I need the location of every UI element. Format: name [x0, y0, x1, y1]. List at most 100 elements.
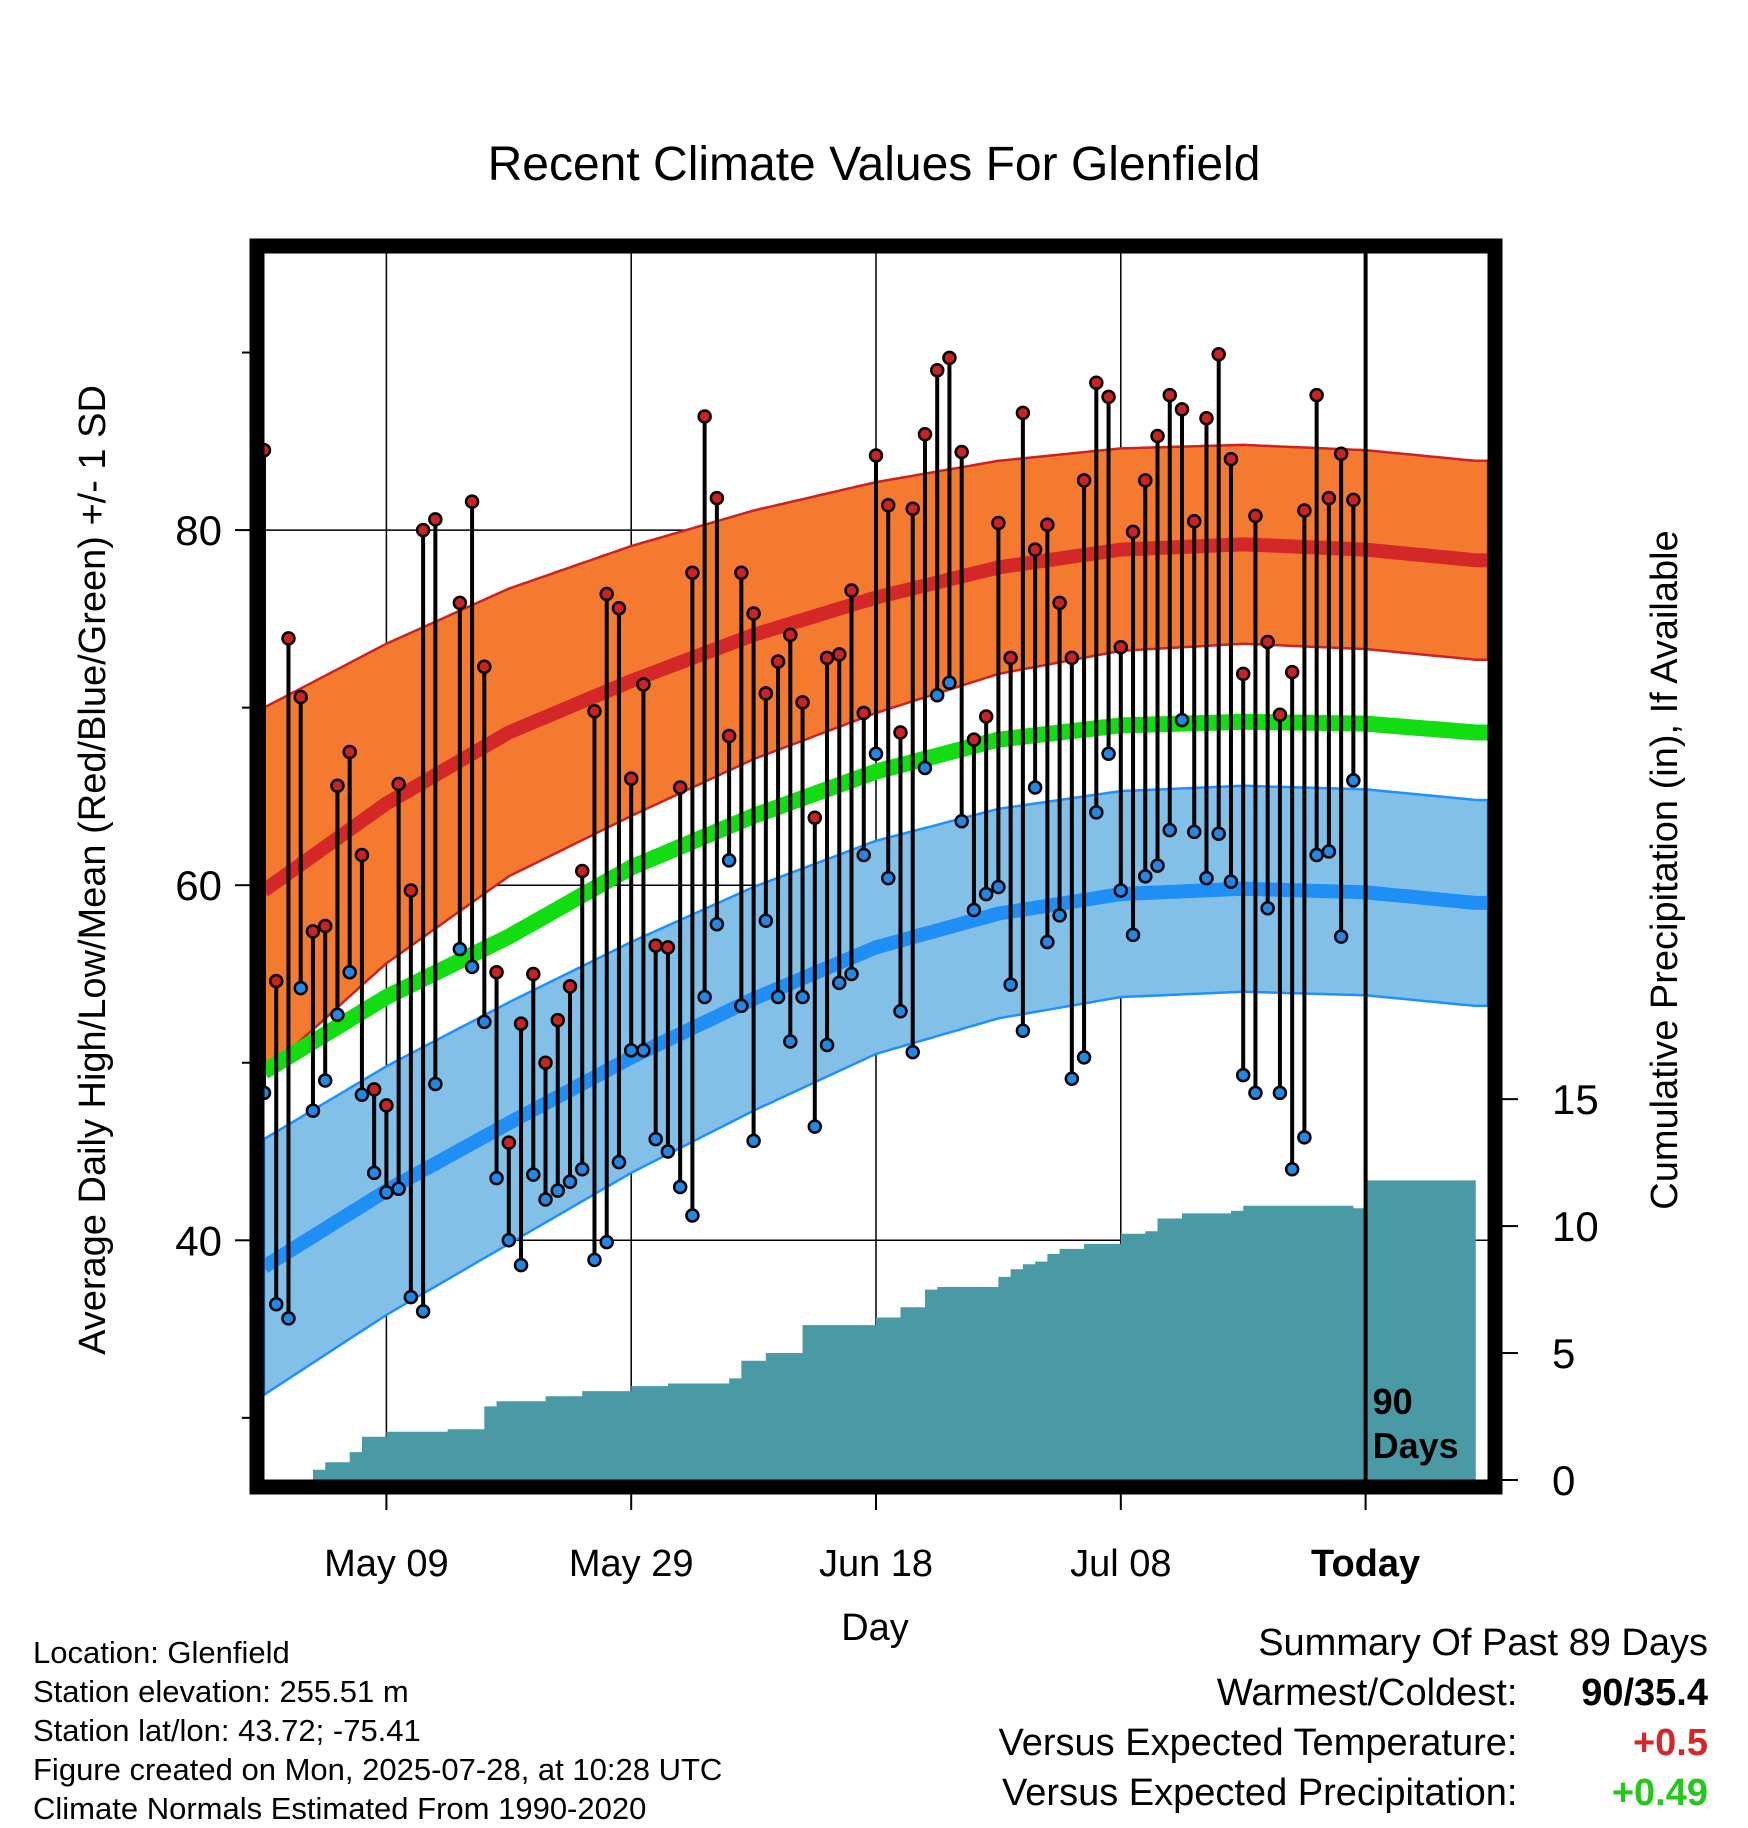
high-point [354, 847, 370, 863]
low-point [697, 989, 712, 1005]
high-point [1138, 473, 1153, 488]
low-point [917, 760, 933, 776]
low-point [1211, 826, 1226, 841]
low-point [1003, 977, 1018, 992]
high-point [1186, 513, 1202, 529]
high-point [880, 497, 896, 513]
high-point [832, 647, 847, 662]
low-point [477, 1014, 492, 1030]
high-point [636, 677, 651, 692]
low-point [391, 1181, 406, 1197]
high-point [1211, 347, 1226, 362]
high-point [1297, 503, 1312, 518]
plot-frame [249, 238, 1503, 1495]
high-point [1174, 402, 1190, 417]
high-point [1003, 650, 1018, 666]
high-point [746, 606, 761, 621]
low-point [342, 964, 357, 980]
low-point [1015, 1023, 1031, 1039]
low-point [1089, 805, 1104, 820]
low-point [856, 847, 872, 863]
high-point [1113, 640, 1129, 655]
low-point [611, 1154, 627, 1170]
high-point [807, 810, 823, 825]
high-point [415, 522, 431, 538]
high-point [391, 776, 406, 792]
high-point [264, 442, 272, 458]
low-point [1076, 1050, 1092, 1065]
high-point [379, 1098, 394, 1113]
low-point [305, 1103, 321, 1118]
low-point [1040, 934, 1055, 950]
low-point [1052, 908, 1067, 923]
high-point [991, 515, 1006, 531]
x-tick-label: Today [1311, 1543, 1420, 1585]
high-point [734, 565, 749, 580]
high-point [599, 586, 614, 602]
right-tick-label: 0 [1552, 1457, 1575, 1504]
high-point [844, 583, 859, 598]
low-point [880, 870, 896, 886]
high-point [1235, 666, 1251, 682]
high-point [550, 1012, 566, 1028]
high-point [1321, 490, 1337, 506]
low-point [1162, 822, 1178, 838]
high-point [1052, 595, 1067, 611]
low-point [672, 1179, 688, 1195]
low-point [599, 1234, 614, 1250]
x-axis-label: Day [841, 1607, 909, 1649]
low-point [1223, 874, 1239, 889]
high-point [978, 709, 994, 724]
low-point [1027, 780, 1043, 795]
high-point [574, 863, 590, 879]
high-point [868, 448, 884, 463]
low-point [354, 1087, 370, 1102]
low-point [538, 1192, 553, 1207]
low-point [268, 1296, 284, 1312]
x-tick-label: Jul 08 [1070, 1543, 1171, 1585]
low-point [1248, 1085, 1263, 1101]
low-point [1174, 712, 1190, 728]
low-point [709, 917, 725, 932]
low-point [366, 1165, 382, 1181]
low-point [574, 1162, 590, 1177]
high-point [966, 732, 982, 747]
low-point [795, 989, 810, 1005]
x-tick-label: May 29 [569, 1543, 694, 1585]
high-point [1223, 451, 1239, 467]
high-point [672, 780, 688, 795]
precipitation-area [264, 1180, 1476, 1480]
high-point [1333, 446, 1349, 461]
high-point [526, 966, 541, 982]
high-point [342, 744, 357, 760]
low-point [832, 975, 847, 991]
low-point [734, 998, 749, 1014]
high-point [685, 565, 700, 580]
low-point [379, 1185, 394, 1200]
low-point [562, 1174, 578, 1189]
low-point [1297, 1130, 1312, 1145]
low-point [636, 1043, 651, 1058]
low-point [1186, 824, 1202, 840]
low-point [550, 1183, 566, 1198]
summary-precipitation: Versus Expected Precipitation: +0.49 [908, 1768, 1708, 1818]
summary-heading: Summary Of Past 89 Days [1258, 1622, 1708, 1664]
high-point [1162, 387, 1178, 403]
high-point [1309, 387, 1324, 403]
low-point [758, 913, 774, 928]
low-point [905, 1044, 920, 1060]
temp-anomaly-label: Versus Expected Temperature: [998, 1722, 1518, 1764]
location-text: Location: Glenfield [33, 1635, 290, 1670]
left-tick-label: 80 [175, 507, 222, 554]
high-point [1101, 389, 1116, 405]
mean-normal-line [264, 713, 1488, 1079]
high-point [1272, 707, 1288, 722]
created-text: Figure created on Mon, 2025-07-28, at 10… [33, 1752, 723, 1787]
left-tick-label: 60 [175, 862, 222, 909]
high-point [929, 363, 945, 378]
high-point [317, 918, 333, 934]
low-point [1138, 869, 1153, 884]
high-point [697, 409, 712, 424]
high-point [917, 426, 933, 442]
high-point [783, 627, 798, 643]
